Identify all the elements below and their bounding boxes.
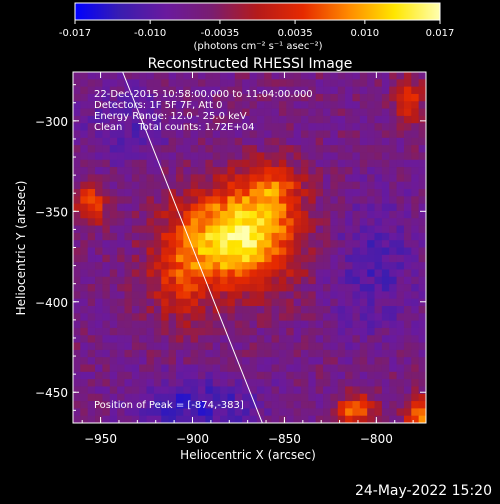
colorbar-tick-label: 0.017 bbox=[426, 28, 455, 39]
y-tick-label: −450 bbox=[35, 386, 68, 400]
heatmap-image bbox=[73, 72, 426, 423]
x-tick-label: −950 bbox=[84, 432, 117, 446]
info-overlay: 22-Dec-2015 10:58:00.000 to 11:04:00.000… bbox=[94, 89, 313, 411]
x-axis: −950 −900 −850 −800 bbox=[81, 72, 414, 446]
x-tick-label: −850 bbox=[268, 432, 301, 446]
colorbar-tick-label: 0.010 bbox=[351, 28, 380, 39]
colorbar: -0.017 -0.010 -0.0035 0.0035 0.010 0.017 (pho… bbox=[59, 2, 454, 52]
x-axis-label: Heliocentric X (arcsec) bbox=[180, 448, 316, 462]
peak-position: Position of Peak = [-874,-383] bbox=[94, 400, 244, 411]
plot-title: Reconstructed RHESSI Image bbox=[148, 56, 353, 72]
info-detectors: Detectors: 1F 5F 7F, Att 0 bbox=[94, 100, 222, 111]
solar-limb-line bbox=[122, 72, 263, 423]
colorbar-ticks: -0.017 -0.010 -0.0035 0.0035 0.010 0.017 bbox=[59, 20, 454, 39]
info-energy-range: Energy Range: 12.0 - 25.0 keV bbox=[94, 111, 247, 122]
y-tick-label: −300 bbox=[35, 115, 68, 129]
x-tick-label: −800 bbox=[360, 432, 393, 446]
colorbar-tick-label: -0.010 bbox=[134, 28, 166, 39]
x-tick-label: −900 bbox=[176, 432, 209, 446]
y-tick-label: −350 bbox=[35, 205, 68, 219]
timestamp: 24-May-2022 15:20 bbox=[355, 483, 492, 499]
y-axis-label: Heliocentric Y (arcsec) bbox=[14, 181, 28, 316]
info-clean-counts: Clean Total counts: 1.72E+04 bbox=[94, 122, 254, 133]
colorbar-tick-label: -0.0035 bbox=[201, 28, 240, 39]
y-axis: −300 −350 −400 −450 bbox=[35, 84, 426, 411]
colorbar-tick-label: 0.0035 bbox=[278, 28, 313, 39]
info-time-range: 22-Dec-2015 10:58:00.000 to 11:04:00.000 bbox=[94, 89, 313, 100]
image-area bbox=[73, 72, 426, 423]
colorbar-tick-label: -0.017 bbox=[59, 28, 91, 39]
colorbar-gradient bbox=[74, 2, 441, 21]
y-tick-label: −400 bbox=[35, 296, 68, 310]
colorbar-units: (photons cm⁻² s⁻¹ asec⁻²) bbox=[193, 41, 322, 52]
